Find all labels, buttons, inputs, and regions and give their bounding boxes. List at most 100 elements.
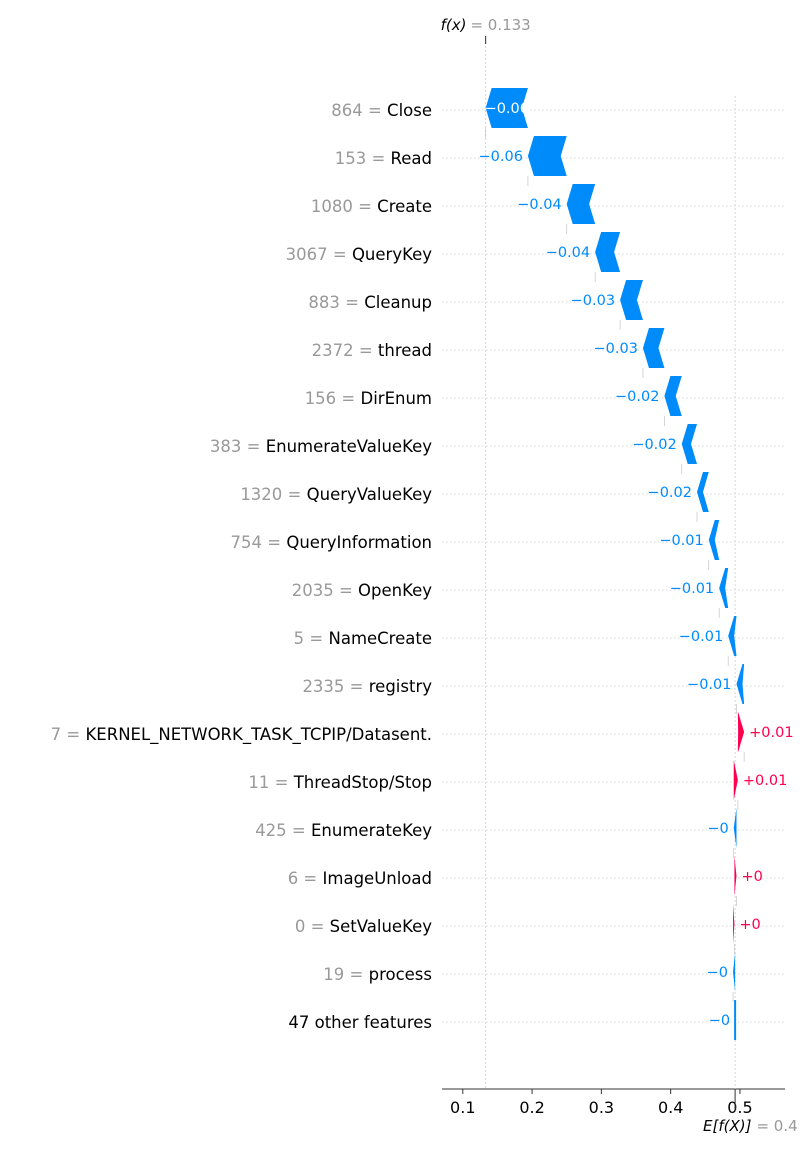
expected-value-value: = 0.4 bbox=[756, 1117, 797, 1135]
feature-name: EnumerateValueKey bbox=[266, 437, 433, 456]
bar-value-label: +0 bbox=[739, 917, 760, 933]
bar-value-label: −0.02 bbox=[632, 437, 676, 453]
positive-bar bbox=[733, 760, 738, 800]
negative-bar bbox=[736, 664, 745, 704]
x-tick-label: 0.2 bbox=[519, 1098, 544, 1117]
negative-bar bbox=[708, 520, 720, 560]
feature-value: 156 = bbox=[305, 389, 361, 408]
feature-labels: 864 = Close 153 = Read 1080 = Create 3067 =… bbox=[51, 101, 433, 1032]
negative-bar bbox=[734, 1000, 737, 1040]
bar-value-label: −0 bbox=[707, 821, 728, 837]
negative-bar bbox=[595, 232, 621, 272]
bar-value-label: −0.02 bbox=[615, 389, 659, 405]
feature-value: 19 = bbox=[323, 965, 368, 984]
feature-value: 864 = bbox=[331, 101, 387, 120]
feature-label: 754 = QueryInformation bbox=[231, 533, 432, 552]
feature-name: process bbox=[369, 965, 432, 984]
negative-bar bbox=[728, 616, 737, 656]
feature-name: Create bbox=[377, 197, 432, 216]
f-x-label: f(x) = 0.133 bbox=[441, 16, 531, 34]
feature-label: 864 = Close bbox=[331, 101, 432, 120]
positive-bar bbox=[737, 712, 745, 752]
x-tick-label: 0.3 bbox=[589, 1098, 614, 1117]
feature-name: Cleanup bbox=[364, 293, 432, 312]
bar-value-label: −0.06 bbox=[485, 101, 529, 117]
feature-value: 6 = bbox=[288, 869, 323, 888]
bar-value-label: −0.06 bbox=[478, 149, 522, 165]
bar-value-label: −0.03 bbox=[571, 293, 615, 309]
negative-bar bbox=[527, 136, 567, 176]
feature-value: 2372 = bbox=[312, 341, 378, 360]
feature-label: 1320 = QueryValueKey bbox=[240, 485, 432, 504]
negative-bar bbox=[733, 808, 737, 848]
bar-value-label: −0.01 bbox=[659, 533, 703, 549]
contribution-bars: −0.06 −0.06 −0.04 −0.04 −0.03 −0.03 −0.02 −0.02… bbox=[478, 88, 794, 1040]
feature-label: 425 = EnumerateKey bbox=[255, 821, 432, 840]
feature-name: QueryInformation bbox=[286, 533, 432, 552]
feature-value: 1080 = bbox=[311, 197, 377, 216]
bar-value-label: −0.02 bbox=[648, 485, 692, 501]
negative-bar bbox=[733, 952, 736, 992]
feature-value: 5 = bbox=[294, 629, 329, 648]
feature-label: 3067 = QueryKey bbox=[286, 245, 433, 264]
feature-label: 0 = SetValueKey bbox=[295, 917, 432, 936]
feature-value: 153 = bbox=[335, 149, 391, 168]
feature-label: 1080 = Create bbox=[311, 197, 432, 216]
feature-value: 11 = bbox=[248, 773, 293, 792]
bar-value-label: −0.01 bbox=[687, 677, 731, 693]
feature-name: Read bbox=[391, 149, 432, 168]
feature-name: registry bbox=[369, 677, 432, 696]
feature-value: 883 = bbox=[308, 293, 364, 312]
feature-label: 156 = DirEnum bbox=[305, 389, 432, 408]
feature-name: DirEnum bbox=[361, 389, 433, 408]
bar-value-label: +0.01 bbox=[749, 725, 793, 741]
feature-name: OpenKey bbox=[358, 581, 432, 600]
positive-bar bbox=[734, 856, 737, 896]
x-tick-label: 0.5 bbox=[727, 1098, 752, 1117]
negative-bar bbox=[696, 472, 709, 512]
feature-value: 2335 = bbox=[302, 677, 368, 696]
feature-value: 3067 = bbox=[286, 245, 352, 264]
negative-bar bbox=[566, 184, 596, 224]
bar-value-label: +0 bbox=[741, 869, 762, 885]
feature-name: KERNEL_NETWORK_TASK_TCPIP/Datasent. bbox=[85, 725, 432, 745]
feature-name: QueryValueKey bbox=[307, 485, 433, 504]
negative-bar bbox=[485, 88, 528, 128]
bar-value-label: −0 bbox=[707, 965, 728, 981]
positive-bar bbox=[733, 904, 735, 944]
negative-bar bbox=[642, 328, 665, 368]
negative-bar bbox=[681, 424, 697, 464]
bar-value-label: −0.04 bbox=[546, 245, 590, 261]
feature-label: 7 = KERNEL_NETWORK_TASK_TCPIP/Datasent. bbox=[51, 725, 432, 745]
feature-name: Close bbox=[387, 101, 432, 120]
feature-label: 47 other features bbox=[288, 1013, 432, 1032]
negative-bar bbox=[620, 280, 643, 320]
bar-value-label: +0.01 bbox=[743, 773, 787, 789]
feature-value: 425 = bbox=[255, 821, 311, 840]
feature-name: ThreadStop/Stop bbox=[293, 773, 432, 792]
feature-label: 383 = EnumerateValueKey bbox=[210, 437, 432, 456]
feature-name: thread bbox=[378, 341, 432, 360]
feature-value: 1320 = bbox=[240, 485, 306, 504]
feature-value: 0 = bbox=[295, 917, 330, 936]
expected-value-symbol: E[f(X)] bbox=[703, 1117, 752, 1135]
x-axis: 0.1 0.2 0.3 0.4 0.5E[f(X)] = 0.4 bbox=[442, 1088, 798, 1135]
f-x-symbol: f(x) bbox=[441, 16, 467, 34]
f-x-marker: f(x) = 0.133 bbox=[441, 16, 736, 1089]
feature-label: 2372 = thread bbox=[312, 341, 432, 360]
feature-label: 6 = ImageUnload bbox=[288, 869, 432, 888]
feature-label: 153 = Read bbox=[335, 149, 432, 168]
feature-label: 883 = Cleanup bbox=[308, 293, 432, 312]
feature-label: 2035 = OpenKey bbox=[292, 581, 433, 600]
f-x-value: = 0.133 bbox=[470, 16, 530, 34]
bar-value-label: −0.03 bbox=[594, 341, 638, 357]
feature-name: ImageUnload bbox=[323, 869, 432, 888]
feature-name: EnumerateKey bbox=[311, 821, 432, 840]
expected-value-label: E[f(X)] = 0.4 bbox=[703, 1117, 798, 1135]
negative-bar bbox=[719, 568, 729, 608]
feature-label: 11 = ThreadStop/Stop bbox=[248, 773, 432, 792]
feature-label: 19 = process bbox=[323, 965, 432, 984]
feature-value: 2035 = bbox=[292, 581, 358, 600]
x-tick-label: 0.1 bbox=[450, 1098, 475, 1117]
